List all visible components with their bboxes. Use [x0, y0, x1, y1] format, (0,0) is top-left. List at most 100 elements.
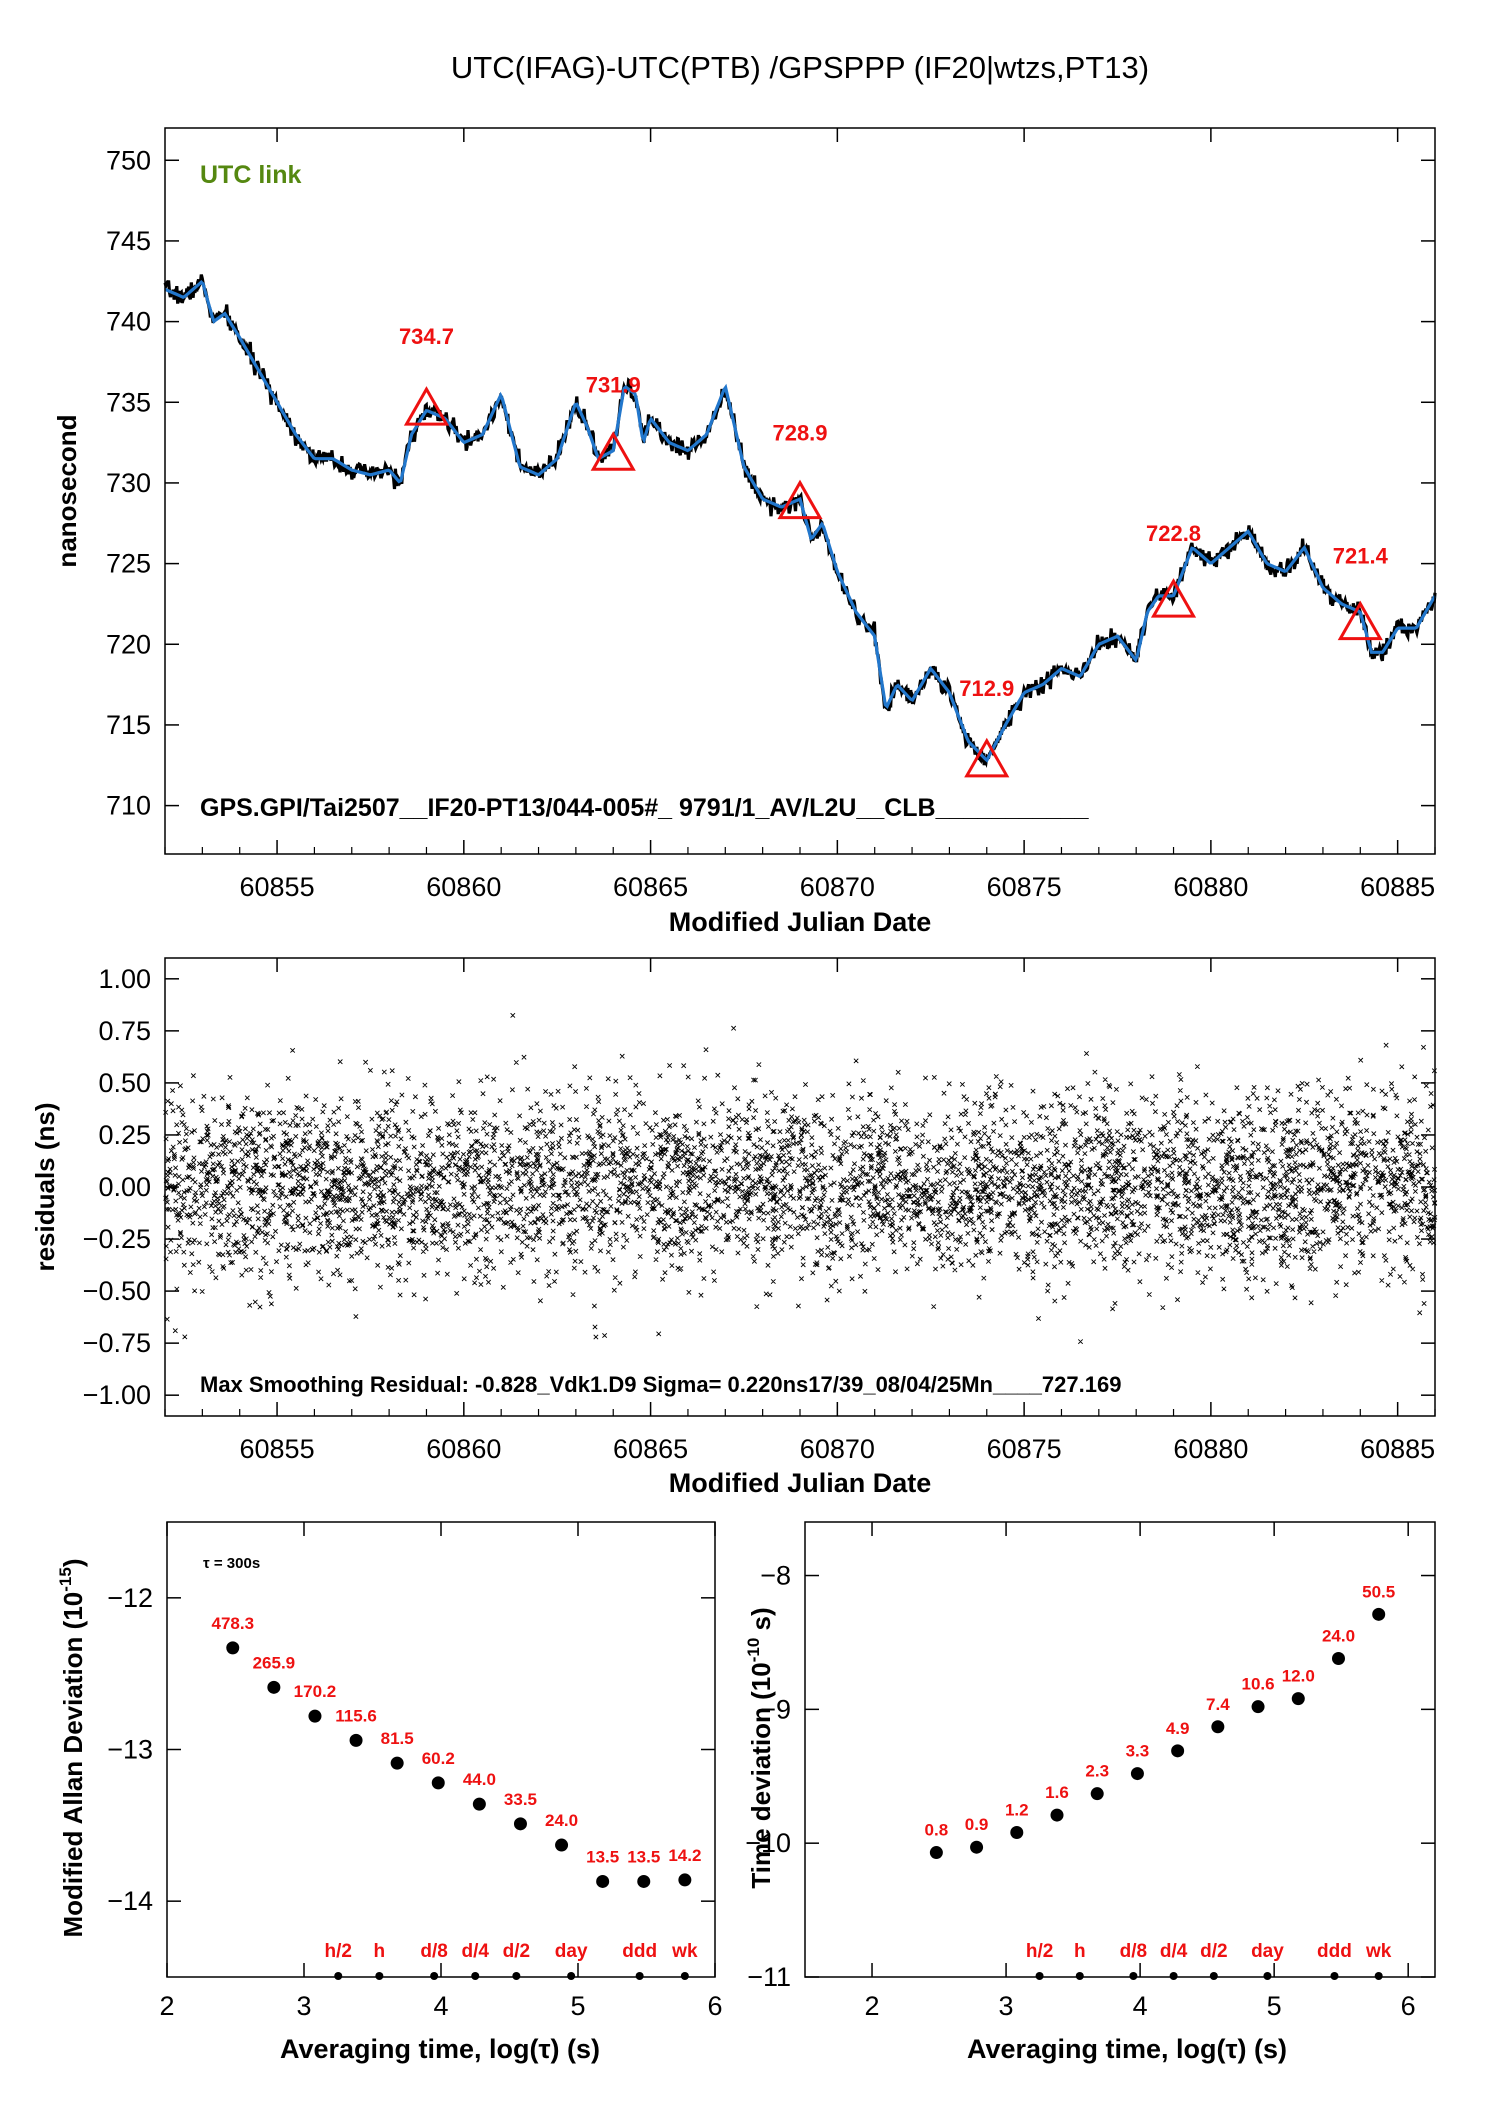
tdev-xlabel: Averaging time, log(τ) (s): [967, 2034, 1287, 2064]
y-tick-label: 745: [106, 226, 151, 256]
deviation-point-label: 115.6: [335, 1706, 377, 1725]
deviation-point: [1331, 1652, 1345, 1665]
deviation-point-label: 170.2: [294, 1682, 337, 1701]
y-tick-label: 710: [106, 791, 151, 821]
y-tick-label: 0.25: [98, 1120, 151, 1150]
deviation-point-label: 44.0: [463, 1770, 496, 1789]
time-marker-label: wk: [671, 1941, 698, 1962]
deviation-point-label: 478.3: [211, 1614, 254, 1633]
deviation-point: [596, 1874, 610, 1888]
time-marker-point: [680, 1972, 689, 1980]
triangle-value-label: 731.9: [586, 372, 641, 397]
deviation-point: [678, 1873, 692, 1887]
middle-plot-area: [163, 1012, 1438, 1345]
triangle-value-label: 734.7: [399, 324, 454, 349]
mdev-xlabel: Averaging time, log(τ) (s): [280, 2034, 600, 2064]
x-tick-label: 2: [159, 1991, 174, 2021]
deviation-point: [267, 1680, 281, 1694]
deviation-point: [1050, 1808, 1064, 1822]
deviation-point-label: 50.5: [1362, 1582, 1395, 1601]
x-tick-label: 60855: [240, 1434, 315, 1464]
y-tick-label: −11: [747, 1962, 791, 1992]
deviation-point: [472, 1797, 486, 1811]
y-tick-label: 735: [106, 387, 151, 417]
top-utc-link-label: UTC link: [200, 161, 301, 189]
time-marker-point: [375, 1972, 384, 1980]
time-marker-point: [1035, 1972, 1044, 1980]
time-marker-label: h: [1074, 1941, 1086, 1962]
x-tick-label: 4: [433, 1991, 448, 2021]
y-tick-label: 725: [106, 549, 151, 579]
deviation-point-label: 12.0: [1282, 1667, 1315, 1686]
x-tick-label: 60860: [426, 1434, 501, 1464]
middle-annotation-bg: [195, 1365, 1275, 1399]
time-marker-point: [1330, 1972, 1339, 1980]
y-tick-label: 0.50: [98, 1068, 151, 1098]
y-tick-label: 750: [106, 145, 151, 175]
y-tick-label: 1.00: [98, 964, 151, 994]
reference-triangle-marker: [964, 737, 1010, 778]
time-marker-label: h/2: [1026, 1941, 1053, 1962]
deviation-point: [308, 1709, 322, 1723]
y-tick-label: −14: [107, 1886, 153, 1916]
y-tick-label: −1.00: [83, 1380, 151, 1410]
y-tick-label: −8: [760, 1561, 791, 1591]
y-tick-label: 0.00: [98, 1172, 151, 1202]
deviation-point-label: 1.6: [1045, 1783, 1069, 1802]
deviation-point: [1291, 1692, 1305, 1706]
deviation-point: [1130, 1767, 1144, 1781]
time-marker-label: day: [1251, 1941, 1284, 1962]
mdev-axes: 2 3 4 5 6 −14 −13 −12: [107, 1522, 723, 2021]
tdev-ylabel-main: Time deviation (10: [746, 1662, 776, 1888]
tdev-ylabel-exp: -10: [744, 1638, 763, 1663]
time-marker-point: [430, 1972, 439, 1980]
x-tick-label: 60860: [426, 872, 501, 902]
deviation-point-label: 265.9: [253, 1653, 296, 1672]
x-tick-label: 4: [1133, 1991, 1148, 2021]
triangle-value-label: 712.9: [959, 676, 1014, 701]
top-plot-area: 734.7 731.9 728.9 712.9 722.8 721.4: [163, 274, 1437, 778]
x-tick-label: 6: [1401, 1991, 1416, 2021]
time-marker-label: d/4: [1160, 1941, 1188, 1962]
x-tick-label: 60870: [800, 872, 875, 902]
y-tick-label: 0.75: [98, 1016, 151, 1046]
y-tick-label: 740: [106, 307, 151, 337]
y-tick-label: −0.50: [83, 1276, 151, 1306]
x-tick-label: 60875: [987, 1434, 1062, 1464]
mdev-tau-label: τ = 300s: [203, 1555, 260, 1572]
deviation-point: [929, 1846, 943, 1860]
deviation-point-label: 24.0: [1322, 1627, 1355, 1646]
time-marker-point: [471, 1972, 480, 1980]
raw-data-trace: [163, 274, 1437, 769]
x-tick-label: 60870: [800, 1434, 875, 1464]
mdev-plot-area: 478.3 265.9 170.2 115.681.5 60.2 44.0 33.5 24.0…: [211, 1614, 701, 1980]
time-marker-point: [1263, 1972, 1272, 1980]
time-marker-point: [334, 1972, 343, 1980]
deviation-point-label: 60.2: [422, 1749, 455, 1768]
y-tick-label: 715: [106, 710, 151, 740]
x-tick-label: 60865: [613, 1434, 688, 1464]
deviation-point: [637, 1874, 651, 1888]
top-axes: 60855 60860 60865 60870 60875 60880 60885 710 71…: [106, 128, 1436, 902]
time-marker-label: d/8: [1120, 1941, 1147, 1962]
deviation-point-label: 0.8: [925, 1821, 949, 1840]
smoothed-line: [164, 280, 1437, 763]
deviation-point: [1251, 1700, 1265, 1714]
y-tick-label: −13: [107, 1735, 153, 1765]
reference-triangle-marker: [590, 431, 636, 471]
time-marker-label: h: [374, 1941, 386, 1962]
top-xlabel: Modified Julian Date: [669, 907, 932, 937]
x-tick-label: 60875: [987, 872, 1062, 902]
time-marker-label: h/2: [325, 1941, 352, 1962]
time-marker-point: [1374, 1972, 1383, 1980]
deviation-point-label: 14.2: [668, 1846, 701, 1865]
time-marker-point: [1209, 1972, 1218, 1980]
time-marker-point: [567, 1972, 576, 1980]
y-tick-label: 730: [106, 468, 151, 498]
x-tick-label: 60885: [1360, 1434, 1435, 1464]
deviation-point-label: 33.5: [504, 1790, 537, 1809]
y-tick-label: −10: [745, 1828, 791, 1858]
y-tick-label: 720: [106, 629, 151, 659]
time-marker-label: d/4: [462, 1941, 490, 1962]
triangle-value-label: 722.8: [1146, 521, 1201, 546]
